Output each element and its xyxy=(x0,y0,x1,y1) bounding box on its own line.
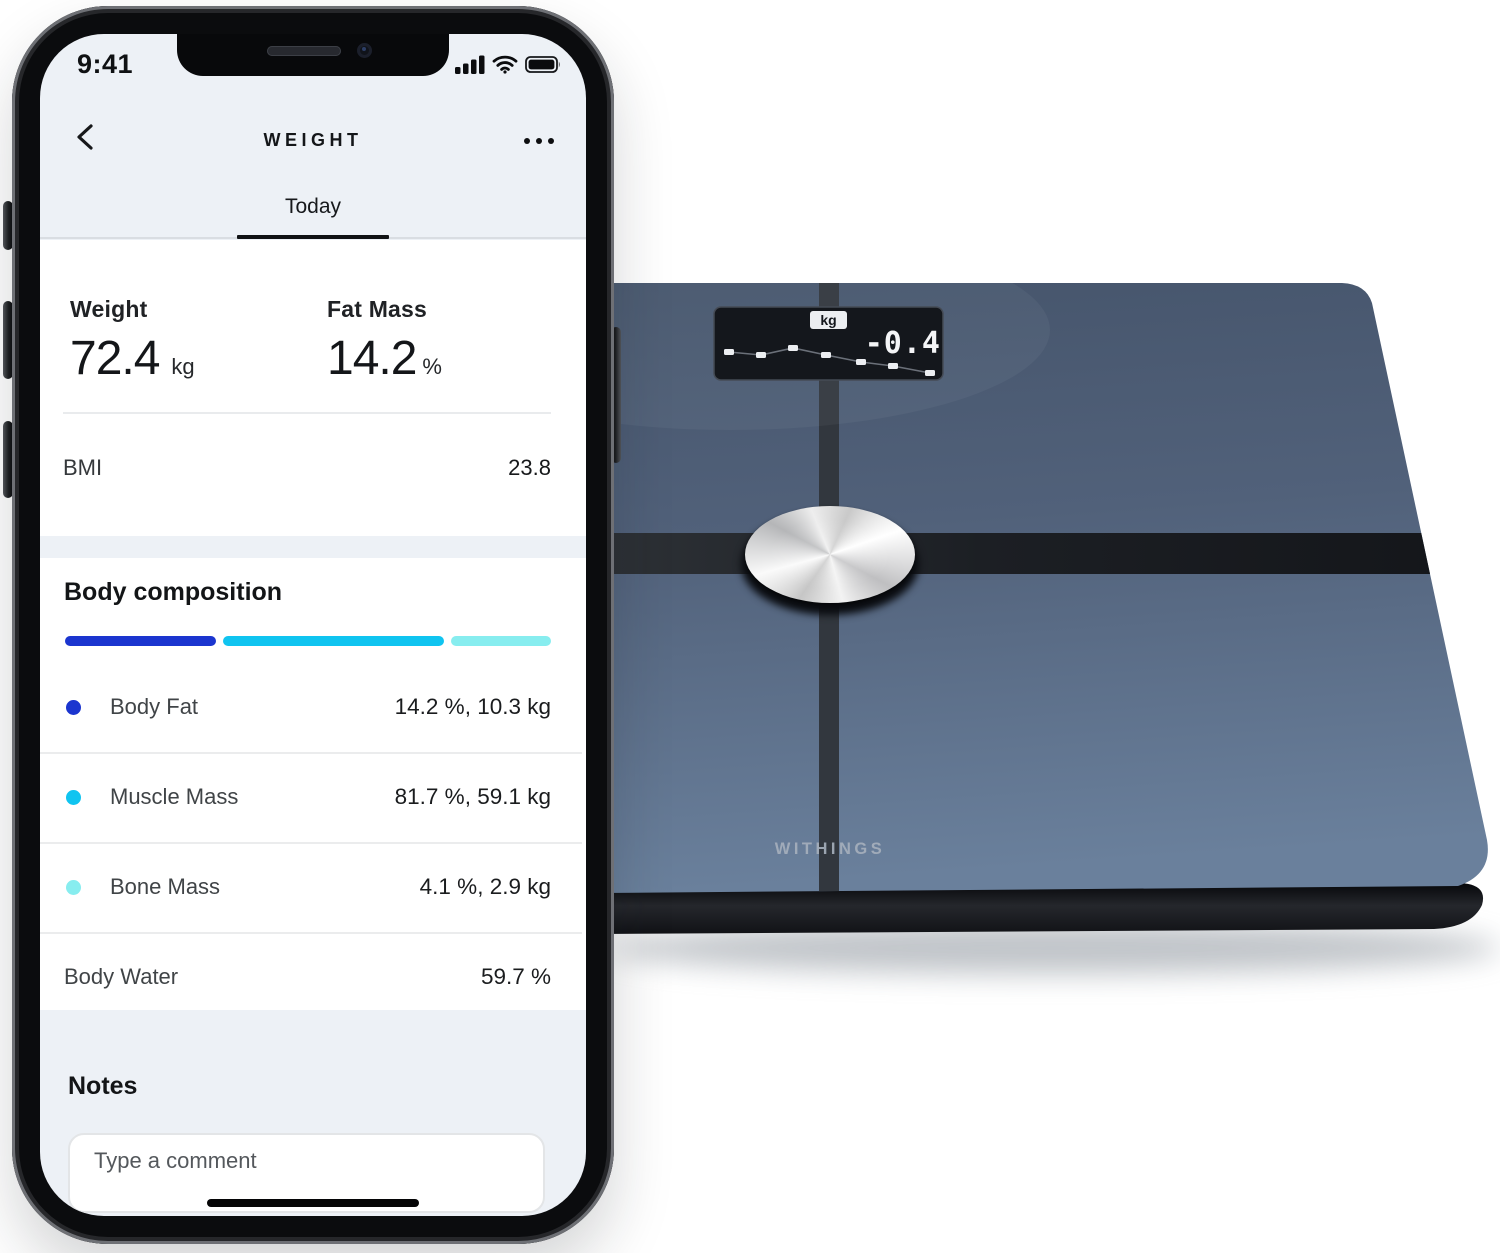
more-options-button[interactable] xyxy=(524,138,554,144)
cellular-signal-icon xyxy=(455,54,485,79)
fat-mass-label: Fat Mass xyxy=(327,296,428,322)
weight-metric: Weight 72.4 kg xyxy=(70,296,195,386)
volume-up-button xyxy=(3,301,13,379)
body-composition-rows: Body Fat 14.2 %, 10.3 kg Muscle Mass 81.… xyxy=(40,662,586,1022)
power-button xyxy=(611,327,621,463)
bar-segment-body-fat xyxy=(65,636,216,646)
scale-lcd-display: kg -0.4 xyxy=(713,306,944,381)
metrics-card: Weight 72.4 kg Fat Mass 14.2 % xyxy=(40,240,586,536)
row-label: Muscle Mass xyxy=(110,784,239,809)
scale-unit-label: kg xyxy=(820,312,836,328)
row-label: Body Water xyxy=(64,964,179,989)
weight-label: Weight xyxy=(70,296,148,322)
row-value: 4.1 %, 2.9 kg xyxy=(419,874,551,899)
row-bone-mass: Bone Mass 4.1 %, 2.9 kg xyxy=(40,842,586,932)
muscle-mass-dot xyxy=(66,789,81,805)
wifi-icon xyxy=(492,55,518,79)
battery-icon xyxy=(525,55,562,78)
scale-floor-shadow xyxy=(610,922,1500,974)
notes-title: Notes xyxy=(68,1072,138,1100)
tab-today[interactable]: Today xyxy=(284,195,342,218)
mute-switch xyxy=(3,201,13,250)
phone-frame: 9:41 xyxy=(12,6,614,1244)
fat-mass-metric: Fat Mass 14.2 % xyxy=(327,296,442,386)
speaker-grille xyxy=(267,46,341,56)
volume-down-button xyxy=(3,421,13,498)
status-time: 9:41 xyxy=(77,49,134,79)
scale-reading: -0.4 xyxy=(865,326,941,361)
weight-value: 72.4 xyxy=(70,332,160,385)
page-title: WEIGHT xyxy=(263,130,363,150)
notch xyxy=(177,34,449,76)
scale-unit-badge xyxy=(810,311,847,329)
body-composition-card: Body composition Body Fat 14.2 %, 10.3 k… xyxy=(40,558,586,1010)
bmi-row: BMI 23.8 xyxy=(63,436,551,500)
tab-active-indicator xyxy=(237,235,389,239)
divider xyxy=(63,412,551,414)
dot xyxy=(524,138,530,144)
row-label: Body Fat xyxy=(110,694,199,719)
row-body-water: Body Water 59.7 % xyxy=(40,932,586,1022)
row-value: 14.2 %, 10.3 kg xyxy=(394,694,551,719)
row-value: 81.7 %, 59.1 kg xyxy=(394,784,551,809)
row-label: Bone Mass xyxy=(110,874,221,899)
bmi-label: BMI xyxy=(63,455,103,480)
scale-metal-disc xyxy=(745,506,915,603)
weight-unit: kg xyxy=(171,354,195,379)
body-composition-bar xyxy=(65,636,551,646)
app-screen: 9:41 xyxy=(40,34,586,1216)
body-composition-title: Body composition xyxy=(64,578,283,606)
row-muscle-mass: Muscle Mass 81.7 %, 59.1 kg xyxy=(40,752,586,842)
home-indicator[interactable] xyxy=(207,1199,419,1207)
scale-horizontal-stripe xyxy=(600,533,1460,574)
front-camera xyxy=(357,43,372,58)
bmi-value: 23.8 xyxy=(508,455,551,480)
body-fat-dot xyxy=(66,699,81,715)
row-value: 59.7 % xyxy=(480,964,551,989)
status-icons xyxy=(455,54,562,79)
back-button[interactable] xyxy=(73,122,99,152)
dot xyxy=(536,138,542,144)
bar-segment-bone-mass xyxy=(450,636,551,646)
row-body-fat: Body Fat 14.2 %, 10.3 kg xyxy=(40,662,586,752)
bar-segment-muscle-mass xyxy=(222,636,444,646)
comment-input[interactable] xyxy=(68,1133,545,1213)
dot xyxy=(548,138,554,144)
fat-mass-value: 14.2 xyxy=(327,332,417,385)
bone-mass-dot xyxy=(66,879,81,895)
scale-trend-dots xyxy=(724,345,935,376)
scale-base xyxy=(600,882,1484,934)
fat-mass-unit: % xyxy=(422,354,442,379)
scale-brand-logo: WITHINGS xyxy=(775,840,886,858)
